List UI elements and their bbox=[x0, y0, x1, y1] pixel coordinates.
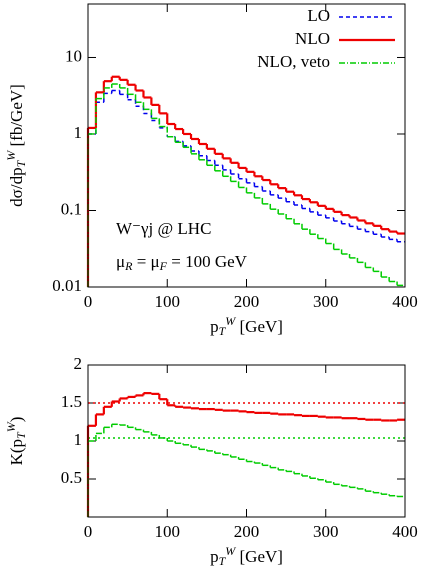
y-tick-label: 2 bbox=[74, 354, 83, 373]
series bbox=[87, 423, 405, 517]
x-tick-label: 0 bbox=[84, 292, 93, 311]
annotation: W⁻γj @ LHC bbox=[116, 219, 211, 238]
legend-label: NLO bbox=[295, 29, 330, 48]
plot-area: 0.5 1 1.5 2 0 100 200 300 400 pTW [GeV] K(pTW) bbox=[4, 354, 418, 568]
y-tick-label: 1.5 bbox=[61, 392, 82, 411]
y-axis-label: dσ/dpTW [fb/GeV] bbox=[4, 84, 28, 207]
x-axis-label: pTW [GeV] bbox=[210, 314, 283, 338]
y-tick-label: 1 bbox=[74, 430, 83, 449]
legend-label: NLO, veto bbox=[257, 52, 330, 71]
y-tick-label: 0.5 bbox=[61, 468, 82, 487]
x-tick-label: 0 bbox=[84, 522, 93, 541]
series bbox=[86, 392, 405, 517]
x-tick-label: 300 bbox=[313, 522, 339, 541]
legend-label: LO bbox=[307, 6, 330, 25]
plot-frame bbox=[87, 364, 406, 518]
x-tick-label: 400 bbox=[392, 292, 418, 311]
x-tick-label: 100 bbox=[155, 522, 181, 541]
x-tick-label: 400 bbox=[392, 522, 418, 541]
x-tick-label: 300 bbox=[313, 292, 339, 311]
x-tick-label: 200 bbox=[234, 292, 260, 311]
y-tick-label: 0.01 bbox=[52, 276, 82, 295]
plot-frame bbox=[87, 3, 406, 288]
y-tick-label: 0.1 bbox=[61, 199, 82, 218]
annotation: μR = μF = 100 GeV bbox=[116, 252, 248, 273]
y-tick-label: 1 bbox=[74, 123, 83, 142]
x-tick-label: 100 bbox=[155, 292, 181, 311]
x-axis-label: pTW [GeV] bbox=[210, 544, 283, 568]
y-axis-label: K(pTW) bbox=[4, 417, 28, 466]
x-tick-label: 200 bbox=[234, 522, 260, 541]
y-tick-label: 10 bbox=[65, 46, 82, 65]
